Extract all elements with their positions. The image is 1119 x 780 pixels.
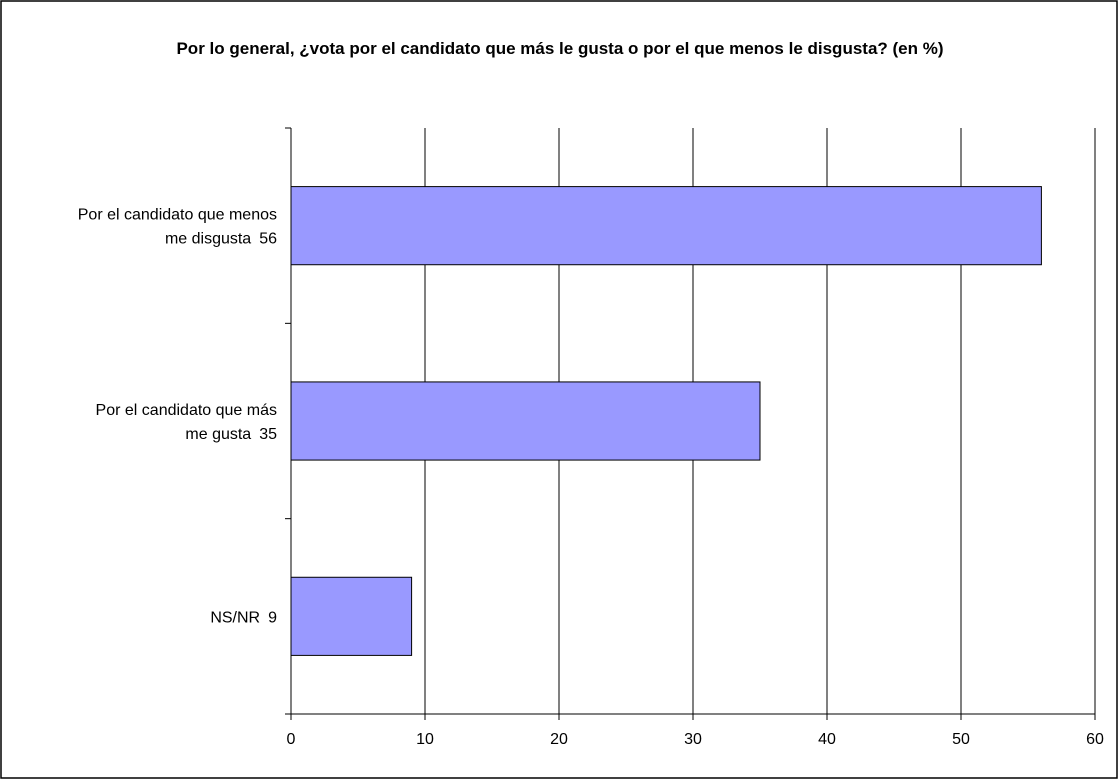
bar: [290, 381, 761, 461]
bar: [290, 186, 1042, 266]
x-tick-label: 20: [550, 731, 568, 748]
x-tick-label: 50: [952, 731, 970, 748]
y-tick-label: Por el candidato que menos me disgusta 56: [78, 207, 277, 248]
value-label: 56: [259, 231, 277, 248]
x-tick-label: 10: [416, 731, 434, 748]
x-tick-label: 60: [1086, 731, 1104, 748]
value-label: 35: [259, 426, 277, 443]
y-tick-label: NS/NR 9: [210, 609, 277, 626]
y-tick-label: Por el candidato que más me gusta 35: [96, 402, 278, 443]
value-label: 9: [268, 609, 277, 626]
x-tick-label: 0: [287, 731, 296, 748]
category-label: NS/NR: [210, 609, 260, 626]
bar: [290, 576, 413, 656]
category-label: Por el candidato que menos me disgusta: [78, 207, 277, 248]
chart-title: Por lo general, ¿vota por el candidato q…: [176, 39, 943, 58]
category-label: Por el candidato que más me gusta: [96, 402, 277, 443]
x-tick-label: 30: [684, 731, 702, 748]
x-tick-label: 40: [818, 731, 836, 748]
